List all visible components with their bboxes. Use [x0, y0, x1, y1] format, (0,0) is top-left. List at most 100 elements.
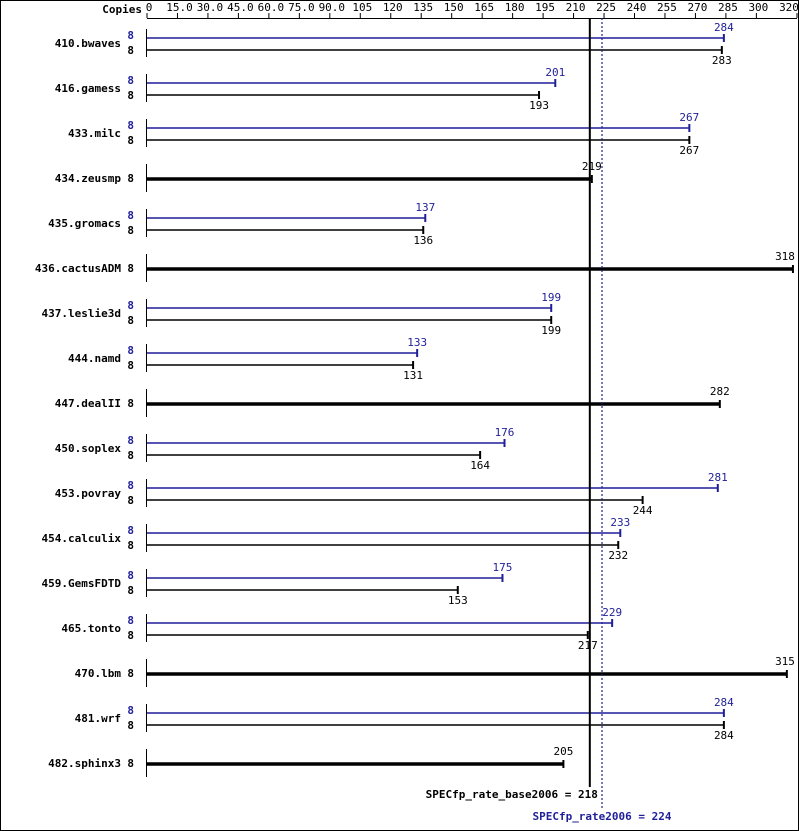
- base-copies: 8: [127, 262, 134, 275]
- base-value-label: 131: [403, 369, 423, 382]
- peak-value-label: 199: [541, 291, 561, 304]
- x-tick-label: 195: [535, 1, 555, 14]
- x-tick-label: 240: [627, 1, 647, 14]
- benchmark-label: 454.calculix: [42, 532, 122, 545]
- base-copies: 8: [127, 757, 134, 770]
- reference-label: SPECfp_rate_base2006 = 218: [426, 788, 598, 801]
- x-tick-label: 75.0: [288, 1, 315, 14]
- peak-copies: 8: [127, 344, 134, 357]
- benchmark-label: 444.namd: [68, 352, 121, 365]
- x-tick-label: 165: [474, 1, 494, 14]
- base-copies: 8: [127, 89, 134, 102]
- benchmark-label: 447.dealII: [55, 397, 121, 410]
- base-value-label: 153: [448, 594, 468, 607]
- base-copies: 8: [127, 584, 134, 597]
- benchmark-label: 465.tonto: [61, 622, 121, 635]
- x-tick-label: 60.0: [258, 1, 285, 14]
- peak-copies: 8: [127, 119, 134, 132]
- peak-value-label: 201: [545, 66, 565, 79]
- base-value-label: 318: [775, 250, 795, 263]
- peak-copies: 8: [127, 614, 134, 627]
- base-value-label: 267: [679, 144, 699, 157]
- copies-header: Copies: [102, 3, 142, 16]
- x-tick-label: 285: [718, 1, 738, 14]
- benchmark-label: 450.soplex: [55, 442, 122, 455]
- base-copies: 8: [127, 494, 134, 507]
- x-tick-label: 210: [566, 1, 586, 14]
- peak-value-label: 267: [679, 111, 699, 124]
- base-copies: 8: [127, 314, 134, 327]
- benchmark-label: 434.zeusmp: [55, 172, 122, 185]
- x-tick-label: 30.0: [197, 1, 224, 14]
- benchmark-label: 437.leslie3d: [42, 307, 121, 320]
- base-value-label: 232: [608, 549, 628, 562]
- base-value-label: 219: [582, 160, 602, 173]
- benchmark-label: 459.GemsFDTD: [42, 577, 122, 590]
- x-tick-label: 225: [596, 1, 616, 14]
- benchmark-label: 416.gamess: [55, 82, 121, 95]
- peak-copies: 8: [127, 524, 134, 537]
- base-copies: 8: [127, 224, 134, 237]
- x-tick-label: 120: [383, 1, 403, 14]
- base-copies: 8: [127, 719, 134, 732]
- base-copies: 8: [127, 629, 134, 642]
- base-copies: 8: [127, 539, 134, 552]
- peak-value-label: 133: [407, 336, 427, 349]
- base-copies: 8: [127, 667, 134, 680]
- x-tick-label: 320: [779, 1, 799, 14]
- base-value-label: 244: [633, 504, 653, 517]
- peak-value-label: 233: [610, 516, 630, 529]
- base-value-label: 217: [578, 639, 598, 652]
- x-tick-label: 150: [444, 1, 464, 14]
- x-tick-label: 300: [748, 1, 768, 14]
- base-value-label: 199: [541, 324, 561, 337]
- peak-value-label: 284: [714, 696, 734, 709]
- peak-value-label: 137: [415, 201, 435, 214]
- base-value-label: 284: [714, 729, 734, 742]
- x-tick-label: 105: [352, 1, 372, 14]
- benchmark-label: 481.wrf: [75, 712, 121, 725]
- benchmark-label: 453.povray: [55, 487, 122, 500]
- peak-value-label: 175: [493, 561, 513, 574]
- peak-value-label: 176: [495, 426, 515, 439]
- base-copies: 8: [127, 397, 134, 410]
- base-copies: 8: [127, 359, 134, 372]
- peak-value-label: 284: [714, 21, 734, 34]
- x-tick-label: 255: [657, 1, 677, 14]
- benchmark-label: 470.lbm: [75, 667, 122, 680]
- peak-copies: 8: [127, 434, 134, 447]
- peak-copies: 8: [127, 299, 134, 312]
- benchmark-label: 436.cactusADM: [35, 262, 121, 275]
- base-value-label: 205: [553, 745, 573, 758]
- base-value-label: 282: [710, 385, 730, 398]
- base-value-label: 315: [775, 655, 795, 668]
- x-tick-label: 45.0: [227, 1, 254, 14]
- peak-copies: 8: [127, 704, 134, 717]
- peak-value-label: 281: [708, 471, 728, 484]
- peak-copies: 8: [127, 569, 134, 582]
- base-copies: 8: [127, 134, 134, 147]
- base-value-label: 164: [470, 459, 490, 472]
- peak-value-label: 229: [602, 606, 622, 619]
- benchmark-label: 433.milc: [68, 127, 121, 140]
- peak-copies: 8: [127, 29, 134, 42]
- x-tick-label: 180: [505, 1, 525, 14]
- benchmark-label: 435.gromacs: [48, 217, 121, 230]
- reference-label: SPECfp_rate2006 = 224: [532, 810, 671, 823]
- peak-copies: 8: [127, 209, 134, 222]
- x-tick-label: 0: [146, 1, 153, 14]
- base-value-label: 193: [529, 99, 549, 112]
- benchmark-label: 482.sphinx3: [48, 757, 121, 770]
- base-copies: 8: [127, 44, 134, 57]
- x-tick-label: 135: [413, 1, 433, 14]
- peak-copies: 8: [127, 74, 134, 87]
- x-tick-label: 15.0: [166, 1, 193, 14]
- x-tick-label: 270: [688, 1, 708, 14]
- base-copies: 8: [127, 449, 134, 462]
- x-tick-label: 90.0: [319, 1, 346, 14]
- benchmark-label: 410.bwaves: [55, 37, 121, 50]
- base-copies: 8: [127, 172, 134, 185]
- peak-copies: 8: [127, 479, 134, 492]
